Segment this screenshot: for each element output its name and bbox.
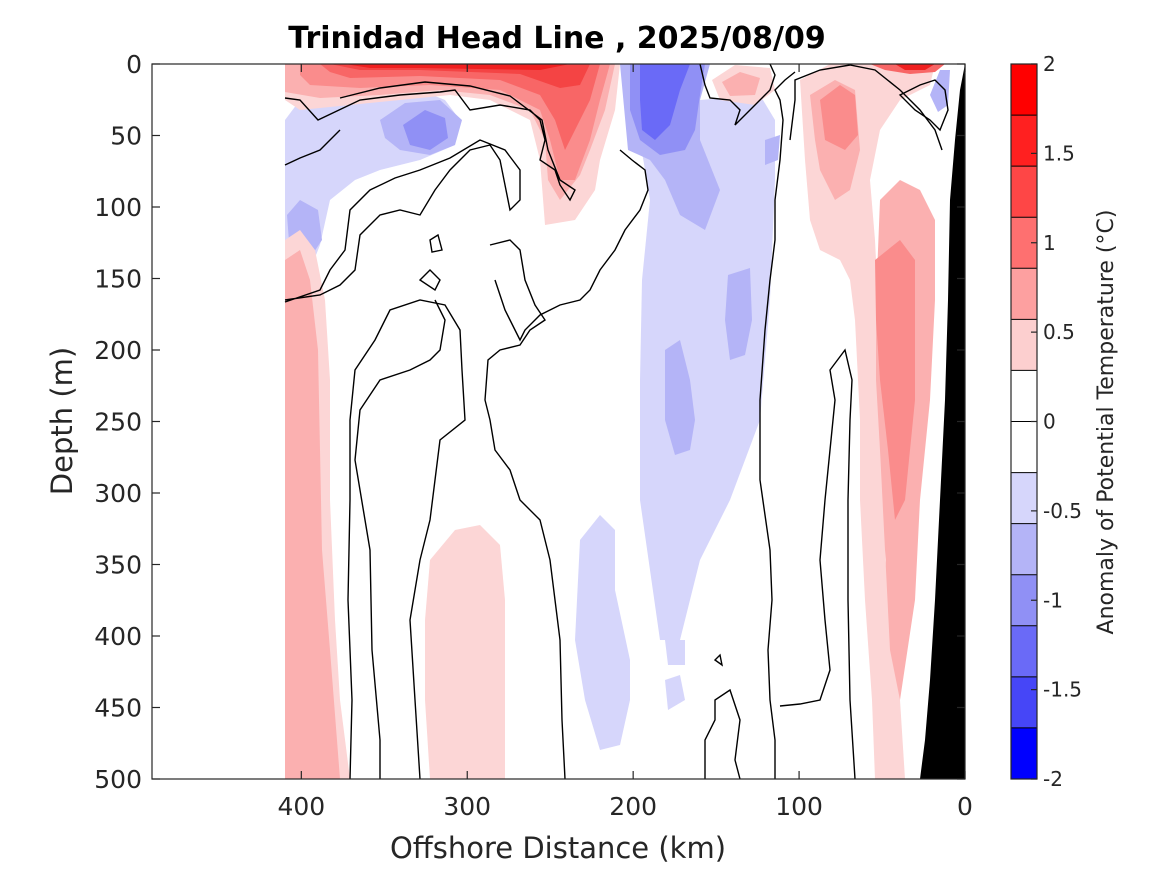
contour-line [789,64,943,151]
y-tick-label: 400 [94,622,142,651]
contour-line [284,129,341,166]
x-tick-label: 200 [609,792,657,821]
colorbar-swatch [1011,64,1037,116]
nearshore-cold [930,70,950,112]
chart-title: Trinidad Head Line , 2025/08/09 [288,21,825,56]
cold-plume [625,64,775,640]
contour-line [779,348,856,779]
colorbar-swatch [1011,625,1037,678]
surface-warm-top [345,64,570,70]
colorbar-swatch [1011,319,1037,371]
x-tick-label: 100 [775,792,823,821]
x-axis-ticks: 400 300 200 100 0 [277,64,973,821]
nearshore-warm-core [820,85,915,520]
deep-cold-bits [665,640,685,710]
zero-contour-lines [284,64,949,779]
contour-line [347,299,466,779]
colorbar-swatch [1011,166,1037,218]
y-tick-label: 150 [94,265,142,294]
y-tick-label: 450 [94,694,142,723]
y-tick-label: 50 [110,122,142,151]
y-axis-ticks: 0 50 100 150 200 250 300 350 400 450 500 [94,50,965,794]
colorbar-tick-label: -2 [1043,767,1063,791]
y-tick-label: 100 [94,193,142,222]
contour-line [704,688,741,779]
colorbar-tick-label: -1.5 [1043,678,1082,702]
cold-core-inner [640,64,690,140]
colorbar-tick-label: -1 [1043,588,1063,612]
contour-line [699,64,776,126]
x-axis-label: Offshore Distance (km) [390,831,726,865]
contour-line [484,239,566,779]
deep-warm-lens [425,525,505,779]
colorbar-swatch [1011,268,1037,320]
shelf-warm-column [810,80,935,700]
anomaly-field [285,64,950,779]
contour-line [284,81,576,202]
cold-streak-3 [765,135,780,165]
surface-warm-core [330,64,590,88]
colorbar-swatch [1011,472,1037,525]
y-tick-label: 200 [94,336,142,365]
colorbar-swatch [1011,370,1037,422]
x-tick-label: 300 [443,792,491,821]
y-tick-label: 500 [94,765,142,794]
contour-line [759,71,796,779]
deep-cold-lens [575,515,630,750]
colorbar-swatch [1011,115,1037,167]
colorbar-tick-label: 1.5 [1043,141,1075,165]
colorbar-swatch [1011,727,1037,780]
warm-tongue [300,64,610,180]
western-warm-core [285,250,340,779]
colorbar-swatch [1011,421,1037,474]
nearshore-warm [800,64,935,779]
contour-line [354,299,446,779]
colorbar-tick-label: 2 [1043,52,1056,76]
x-tick-label: 400 [277,792,325,821]
cold-patch-inner [403,110,448,150]
warm-patch-140-core [722,72,760,96]
colorbar-swatch [1011,523,1037,576]
contour-line [898,79,949,132]
y-axis-label: Depth (m) [45,347,79,495]
contour-line [494,149,649,342]
colorbar-swatch [1011,676,1037,729]
colorbar-tick-label: 0.5 [1043,320,1075,344]
y-tick-label: 250 [94,408,142,437]
y-tick-label: 0 [126,50,142,79]
cold-streak-1 [665,340,695,455]
contour-line [418,233,724,667]
colorbar-tick-label: 0 [1043,410,1056,434]
y-tick-label: 350 [94,551,142,580]
contour-line [284,139,521,303]
cold-streak-2 [725,268,752,360]
y-tick-label: 300 [94,479,142,508]
surface-warm-east-core [895,64,935,70]
colorbar-tick-label: -0.5 [1043,499,1082,523]
bathymetry [920,64,965,779]
warm-tongue-core [320,64,600,150]
colorbar-tick-label: 1 [1043,231,1056,255]
colorbar: 2 1.5 1 0.5 0 -0.5 -1 -1.5 -2 [1010,52,1082,791]
x-tick-label: 0 [957,792,973,821]
colorbar-label: Anomaly of Potential Temperature (°C) [1094,210,1119,635]
